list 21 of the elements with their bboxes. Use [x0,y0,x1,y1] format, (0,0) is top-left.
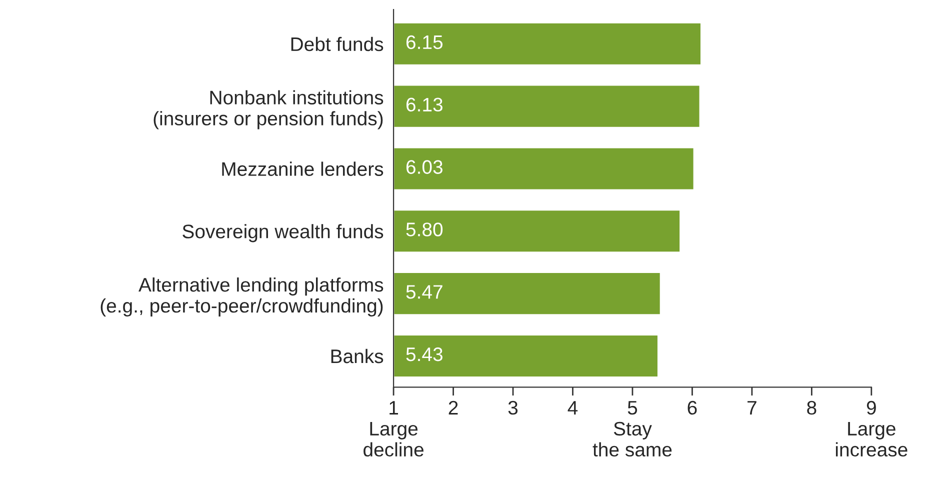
x-tick-label: 3 [508,400,518,415]
x-tick-label: 1 Large decline [364,401,424,457]
y-tick-label: Alternative lending platforms (e.g., peer-to-peer/crowdfunding) [100,277,384,317]
y-tick-label: Banks [331,348,384,364]
x-tick-label: 2 [448,400,458,414]
x-tick-label: 4 [568,401,578,414]
x-tick-label: 8 [807,400,816,415]
data-label: 5.47 [406,285,442,299]
data-label: 5.80 [406,222,443,236]
x-tick-label: 6 [688,400,697,415]
y-tick-label: Mezzanine lenders [222,162,384,176]
data-label: 6.03 [406,160,442,174]
y-tick-label: Debt funds [291,36,384,52]
x-tick-label: 7 [748,401,756,414]
data-label: 6.13 [406,98,442,112]
data-label: 6.15 [406,35,443,50]
data-label: 5.43 [406,347,442,362]
y-tick-label: Nonbank institutions (insurers or pension funds) [154,90,384,130]
y-tick-label: Sovereign wealth funds [182,224,384,242]
x-tick-label: 5 Stay the same [592,401,672,457]
x-tick-label: 9 Large increase [836,400,908,457]
